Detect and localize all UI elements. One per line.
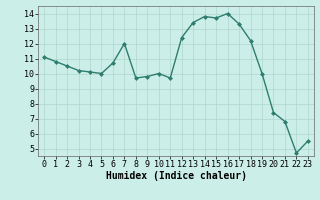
X-axis label: Humidex (Indice chaleur): Humidex (Indice chaleur) — [106, 171, 246, 181]
